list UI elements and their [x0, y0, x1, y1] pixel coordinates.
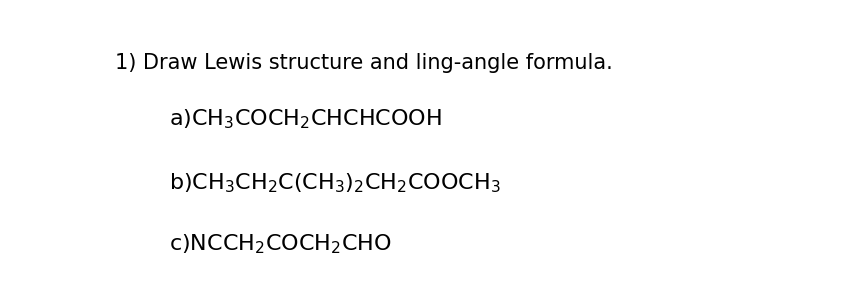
Text: 1) Draw Lewis structure and ling-angle formula.: 1) Draw Lewis structure and ling-angle f…	[115, 53, 613, 73]
Text: $\mathrm{b) CH}_{\mathrm{3}}\mathrm{CH}_{\mathrm{2}}\mathrm{C(CH}_{\mathrm{3}}\m: $\mathrm{b) CH}_{\mathrm{3}}\mathrm{CH}_…	[169, 171, 501, 195]
Text: $\mathrm{a) CH}_{\mathrm{3}}\mathrm{COCH}_{\mathrm{2}}\mathrm{CHCHCOOH}$: $\mathrm{a) CH}_{\mathrm{3}}\mathrm{COCH…	[169, 107, 442, 131]
Text: $\mathrm{c) NCCH}_{\mathrm{2}}\mathrm{COCH}_{\mathrm{2}}\mathrm{CHO}$: $\mathrm{c) NCCH}_{\mathrm{2}}\mathrm{CO…	[169, 232, 392, 256]
